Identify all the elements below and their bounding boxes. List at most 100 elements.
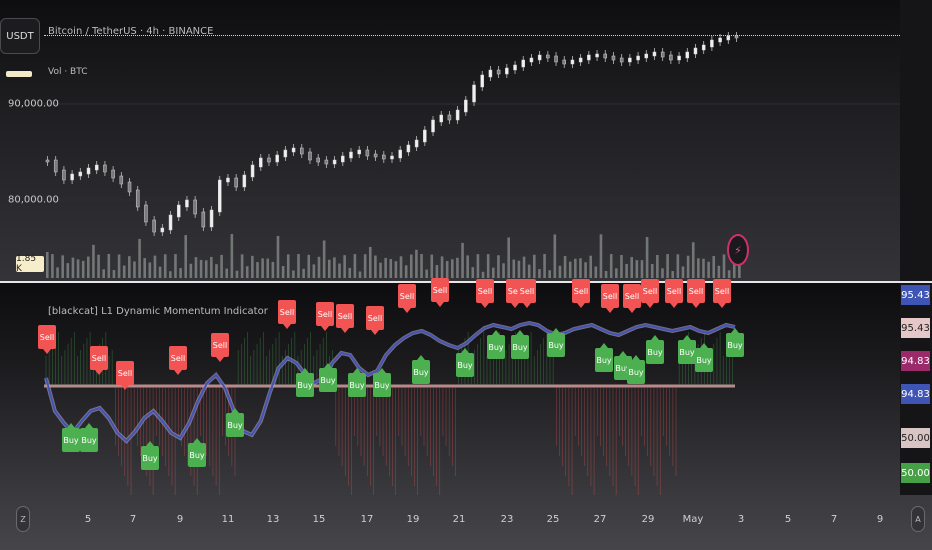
sell-signal-marker: Sell <box>211 333 229 362</box>
candle-body <box>496 69 501 75</box>
volume-bar <box>333 257 336 278</box>
time-axis-label: 29 <box>641 514 655 525</box>
volume-bar <box>425 269 428 278</box>
candle-body <box>168 214 173 231</box>
price-axis[interactable] <box>900 0 932 495</box>
volume-bar <box>199 259 203 278</box>
volume-bar <box>522 256 526 278</box>
candle-body <box>521 59 525 68</box>
lightning-icon[interactable]: ⚡ <box>727 234 749 266</box>
candle-body <box>472 84 476 103</box>
candle-body <box>701 44 706 51</box>
buy-signal-marker: Buy <box>348 368 366 397</box>
indicator-title: [blackcat] L1 Dynamic Momentum Indicator <box>48 306 268 317</box>
time-axis[interactable] <box>0 495 932 550</box>
symbol-button[interactable]: USDT <box>0 18 40 54</box>
candle-body <box>414 139 419 148</box>
time-axis-label: 3 <box>737 514 745 525</box>
volume-bar <box>461 242 464 278</box>
candle-body <box>103 164 107 173</box>
volume-bar <box>574 258 577 278</box>
candle-body <box>685 51 690 59</box>
volume-bar <box>584 262 587 278</box>
volume-bar <box>686 255 690 278</box>
sell-signal-marker: Sell <box>665 279 683 308</box>
volume-bar <box>430 254 434 278</box>
volume-bar <box>343 255 346 278</box>
time-axis-label: 17 <box>360 514 374 525</box>
volume-bar <box>271 261 275 278</box>
volume-bar <box>133 261 136 278</box>
candle-body <box>349 151 353 159</box>
buy-signal-marker: Buy <box>595 343 613 372</box>
sell-signal-marker: Sell <box>38 325 56 354</box>
candle-body <box>488 69 493 78</box>
volume-bar <box>650 263 654 278</box>
time-axis-label: May <box>682 514 704 525</box>
volume-bar <box>456 257 459 278</box>
candle-body <box>423 129 427 143</box>
candle-body <box>308 151 312 161</box>
volume-bar <box>666 254 669 278</box>
volume-bar <box>415 249 418 278</box>
buy-signal-marker: Buy <box>188 438 206 467</box>
volume-bar <box>251 255 254 278</box>
volume-bar <box>307 254 311 278</box>
buy-signal-marker: Buy <box>627 355 645 384</box>
volume-bar <box>266 258 270 278</box>
candle-body <box>529 57 534 63</box>
volume-bar <box>620 254 623 278</box>
candle-body <box>193 199 197 215</box>
volume-bar <box>625 263 628 278</box>
volume-bar <box>661 268 664 278</box>
candle-body <box>135 189 140 208</box>
last-price-line <box>44 35 900 36</box>
candle-body <box>316 157 320 163</box>
volume-bar <box>51 254 54 278</box>
candle-body <box>152 219 156 233</box>
buy-signal-marker: Buy <box>373 368 391 397</box>
volume-bar <box>409 254 413 278</box>
price-tick-80000: 80,000.00 <box>8 194 59 206</box>
buy-signal-marker: Buy <box>678 335 696 364</box>
candle-body <box>201 211 206 228</box>
volume-bar <box>722 254 726 278</box>
volume-bar <box>702 258 705 278</box>
candle-body <box>267 157 271 163</box>
volume-bar <box>317 256 321 278</box>
volume-bar <box>256 262 259 278</box>
volume-bar <box>732 254 736 278</box>
volume-bar <box>215 264 218 278</box>
volume-bar <box>292 270 295 278</box>
volume-bar <box>384 257 387 278</box>
volume-bar <box>245 266 249 278</box>
goto-date-button[interactable]: Z <box>16 506 30 532</box>
buy-signal-marker: Buy <box>726 328 744 357</box>
volume-bar <box>204 260 208 278</box>
buy-signal-marker: Buy <box>456 348 474 377</box>
price-tick-90000: 90,000.00 <box>8 98 59 110</box>
volume-bar <box>358 271 362 278</box>
volume-bar <box>492 267 495 278</box>
candle-body <box>611 55 616 61</box>
sell-signal-marker: Sell <box>518 279 536 308</box>
auto-scale-button[interactable]: A <box>911 506 925 532</box>
volume-bar <box>92 244 95 278</box>
candle-body <box>283 149 288 158</box>
time-axis-label: 19 <box>406 514 420 525</box>
candle-body <box>455 109 460 121</box>
buy-signal-marker: Buy <box>487 330 505 359</box>
pane-separator[interactable] <box>0 281 932 283</box>
volume-bar <box>553 234 557 278</box>
buy-signal-marker: Buy <box>319 363 337 392</box>
volume-bar <box>261 258 264 278</box>
volume-bar <box>368 246 372 278</box>
volume-bar <box>548 270 551 278</box>
candle-body <box>546 54 550 59</box>
volume-bar <box>671 271 675 278</box>
volume-bar <box>604 271 608 278</box>
volume-bar <box>599 234 603 278</box>
price-pane[interactable] <box>0 0 900 281</box>
sell-signal-marker: Sell <box>366 306 384 335</box>
time-axis-label: 7 <box>129 514 137 525</box>
